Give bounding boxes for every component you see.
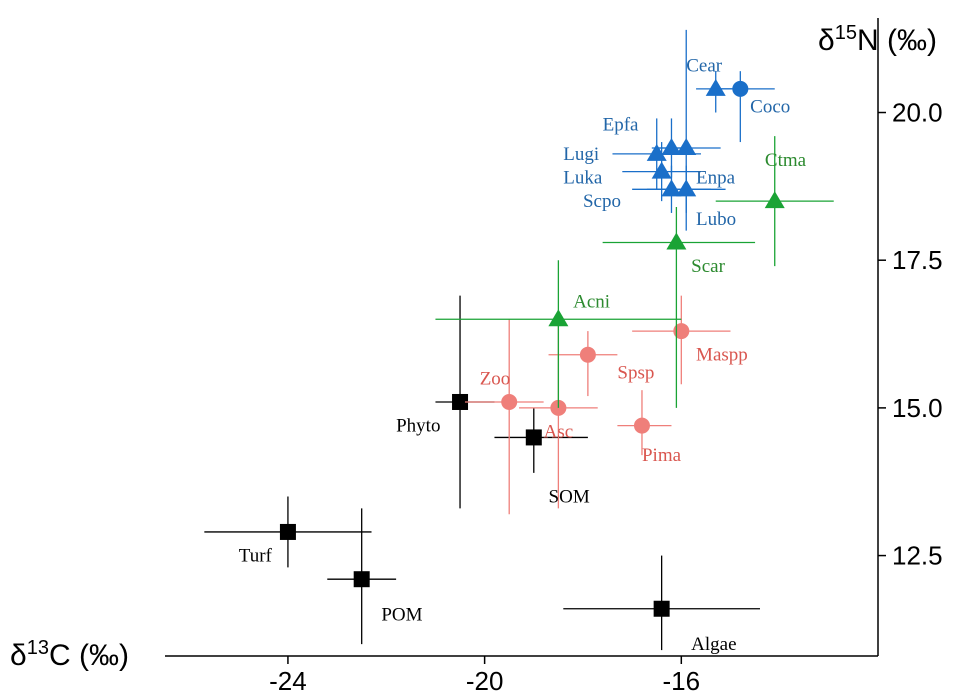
data-point-spsp	[548, 331, 618, 397]
y-axis-title: δ15N (‰)	[818, 22, 937, 57]
data-point-som	[494, 407, 588, 473]
point-label-asc: Asc	[544, 422, 574, 443]
y-axis-title-sup: 15	[835, 22, 857, 44]
data-point-turf	[204, 496, 372, 568]
point-label-lubo: Lubo	[696, 209, 736, 230]
x-axis-title: δ13C (‰)	[10, 637, 129, 672]
x-tick-label: -16	[663, 666, 701, 695]
y-tick-label: 15.0	[892, 393, 943, 423]
point-label-scpo: Scpo	[583, 191, 621, 212]
points-layer	[204, 29, 834, 651]
point-label-spsp: Spsp	[617, 362, 654, 383]
square-marker	[525, 429, 542, 446]
data-point-coco	[710, 71, 775, 143]
x-tick-label: -20	[466, 666, 504, 695]
x-axis-title-sup: 13	[27, 637, 49, 659]
circle-marker	[732, 80, 749, 97]
x-axis-title-main: C (‰)	[49, 639, 129, 672]
circle-marker	[673, 323, 690, 340]
x-axis-title-prefix: δ	[10, 639, 27, 672]
point-label-epfa: Epfa	[603, 114, 639, 135]
triangle-marker	[676, 179, 697, 197]
data-point-acni	[435, 260, 682, 408]
triangle-marker	[666, 232, 687, 250]
data-point-maspp	[632, 295, 731, 385]
y-axis-title-prefix: δ	[818, 24, 835, 57]
y-tick-label: 12.5	[892, 541, 943, 571]
x-tick-label: -24	[269, 666, 307, 695]
point-label-som: SOM	[549, 487, 590, 508]
triangle-marker	[676, 137, 697, 155]
point-label-luka: Luka	[563, 168, 603, 189]
point-label-pima: Pima	[642, 445, 682, 466]
y-tick-label: 17.5	[892, 245, 943, 275]
data-point-luka	[622, 142, 701, 202]
square-marker	[452, 393, 469, 410]
circle-marker	[501, 393, 518, 410]
triangle-marker	[661, 179, 682, 197]
point-label-acni: Acni	[573, 292, 610, 313]
square-marker	[353, 571, 370, 588]
point-label-enpa: Enpa	[696, 168, 736, 189]
circle-marker	[579, 346, 596, 363]
point-label-scar: Scar	[691, 256, 725, 277]
data-point-pima	[617, 390, 672, 456]
point-label-pom: POM	[381, 605, 422, 626]
labels-layer: Turf POM Phyto SOM Algae Zoo Asc Spsp Pima Maspp A…	[239, 55, 807, 655]
point-label-ctma: Ctma	[765, 150, 807, 171]
point-label-phyto: Phyto	[396, 416, 440, 437]
x-ticks: -24 -20 -16	[269, 656, 700, 695]
point-label-coco: Coco	[750, 97, 790, 118]
data-point-lubo	[646, 165, 726, 213]
data-point-algae	[563, 555, 760, 651]
point-label-zoo: Zoo	[480, 368, 511, 389]
square-marker	[653, 600, 670, 617]
square-marker	[279, 523, 296, 540]
data-point-ctma	[715, 136, 834, 267]
data-point-scar	[602, 207, 756, 408]
point-label-algae: Algae	[691, 634, 736, 655]
triangle-marker	[651, 161, 672, 179]
triangle-marker	[764, 191, 785, 209]
point-label-cear: Cear	[686, 55, 723, 76]
y-axis-title-main: N (‰)	[857, 24, 937, 57]
data-point-pom	[327, 508, 397, 645]
triangle-marker	[548, 309, 569, 327]
point-label-turf: Turf	[239, 546, 273, 567]
y-tick-label: 20.0	[892, 98, 943, 128]
point-label-lugi: Lugi	[563, 144, 599, 165]
axes: -24 -20 -16 12.5 15.0 17.5 20.0	[165, 18, 943, 695]
y-ticks: 12.5 15.0 17.5 20.0	[878, 98, 943, 571]
triangle-marker	[661, 137, 682, 155]
data-point-zoo	[464, 319, 544, 515]
triangle-marker	[705, 78, 726, 96]
point-label-maspp: Maspp	[696, 345, 748, 366]
circle-marker	[633, 417, 650, 434]
